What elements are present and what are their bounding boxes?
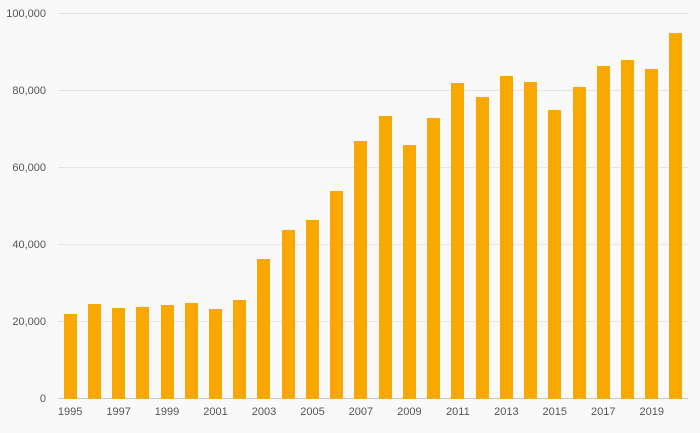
- y-tick-label: 40,000: [12, 239, 46, 251]
- bar-2015: [548, 110, 562, 399]
- bar-column-2004: [276, 14, 300, 399]
- bar-column-2003: 2003: [252, 14, 276, 418]
- plot-area: 1995 1997 1999 2001 2003 2005 2007 2009 2011 2013…: [58, 13, 688, 418]
- bar-column-2020: [664, 14, 688, 399]
- gridline: [58, 13, 688, 14]
- bar-column-2019: 2019: [639, 14, 664, 418]
- bar-column-2018: [615, 14, 639, 399]
- bar-column-2005: 2005: [300, 14, 325, 418]
- bar-column-1997: 1997: [106, 14, 131, 418]
- bar-column-2007: 2007: [349, 14, 373, 418]
- x-tick-label: 2013: [494, 406, 519, 418]
- bar-column-2013: 2013: [494, 14, 519, 418]
- bar-column-2010: [422, 14, 446, 399]
- bar-column-2000: [179, 14, 203, 399]
- bar-column-2002: [228, 14, 252, 399]
- x-tick-label: 2005: [300, 406, 325, 418]
- bar-column-1999: 1999: [155, 14, 179, 418]
- bar-column-2001: 2001: [203, 14, 228, 418]
- gridline: [58, 167, 688, 168]
- bar-2002: [233, 300, 247, 399]
- bar-2006: [330, 191, 344, 399]
- gridline: [58, 398, 688, 399]
- bar-2013: [499, 76, 513, 399]
- bar-column-2014: [518, 14, 542, 399]
- bar-column-2016: [567, 14, 591, 399]
- bar-2012: [475, 97, 489, 399]
- bar-column-2008: [373, 14, 397, 399]
- x-tick-label: 2011: [446, 406, 470, 418]
- bar-column-2006: [325, 14, 349, 399]
- bar-2001: [209, 308, 223, 399]
- x-tick-label: 2009: [397, 406, 422, 418]
- bar-2010: [427, 117, 441, 399]
- bar-2018: [621, 60, 634, 399]
- bar-1997: [112, 308, 126, 399]
- y-tick-label: 60,000: [12, 162, 46, 174]
- bar-2003: [257, 259, 271, 399]
- bar-2008: [378, 116, 392, 399]
- bar-column-1998: [131, 14, 155, 399]
- x-tick-label: 2019: [639, 406, 664, 418]
- bar-2014: [524, 82, 538, 399]
- bar-2005: [305, 220, 319, 399]
- bar-2011: [451, 83, 465, 399]
- x-tick-label: 2015: [542, 406, 568, 418]
- bar-column-2015: 2015: [543, 14, 567, 418]
- bar-column-2009: 2009: [397, 14, 422, 418]
- bar-column-2011: 2011: [446, 14, 470, 418]
- y-tick-label: 20,000: [12, 316, 46, 328]
- x-tick-label: 2007: [348, 406, 374, 418]
- gridline: [58, 90, 688, 91]
- bar-2004: [281, 229, 295, 399]
- x-tick-label: 2003: [251, 406, 277, 418]
- bar-1999: [160, 304, 174, 399]
- y-tick-label: 80,000: [12, 85, 46, 97]
- bar-1996: [87, 303, 101, 399]
- bar-column-2017: 2017: [591, 14, 616, 418]
- y-tick-label: 0: [39, 393, 46, 405]
- bar-1995: [63, 314, 77, 399]
- bar-2020: [669, 33, 683, 399]
- bar-2017: [596, 66, 610, 399]
- bar-2016: [572, 87, 586, 399]
- gridline: [58, 321, 688, 322]
- y-tick-label: 100,000: [6, 8, 46, 20]
- y-axis: 0 20,000 40,000 60,000 80,000 100,000: [0, 8, 54, 405]
- bar-2007: [354, 141, 368, 399]
- bar-column-2012: [470, 14, 494, 399]
- x-tick-label: 1997: [106, 406, 131, 418]
- x-tick-label: 2017: [591, 406, 616, 418]
- bar-2009: [402, 144, 416, 399]
- x-tick-label: 2001: [203, 406, 228, 418]
- bar-1998: [136, 306, 150, 399]
- gridline: [58, 244, 688, 245]
- x-tick-label: 1999: [154, 406, 180, 418]
- x-tick-label: 1995: [57, 406, 83, 418]
- bar-column-1995: 1995: [58, 14, 82, 418]
- bar-2000: [184, 302, 198, 399]
- bar-column-1996: [82, 14, 106, 399]
- bars-row: 1995 1997 1999 2001 2003 2005 2007 2009 2011 2013…: [58, 14, 688, 418]
- bar-2019: [645, 69, 659, 399]
